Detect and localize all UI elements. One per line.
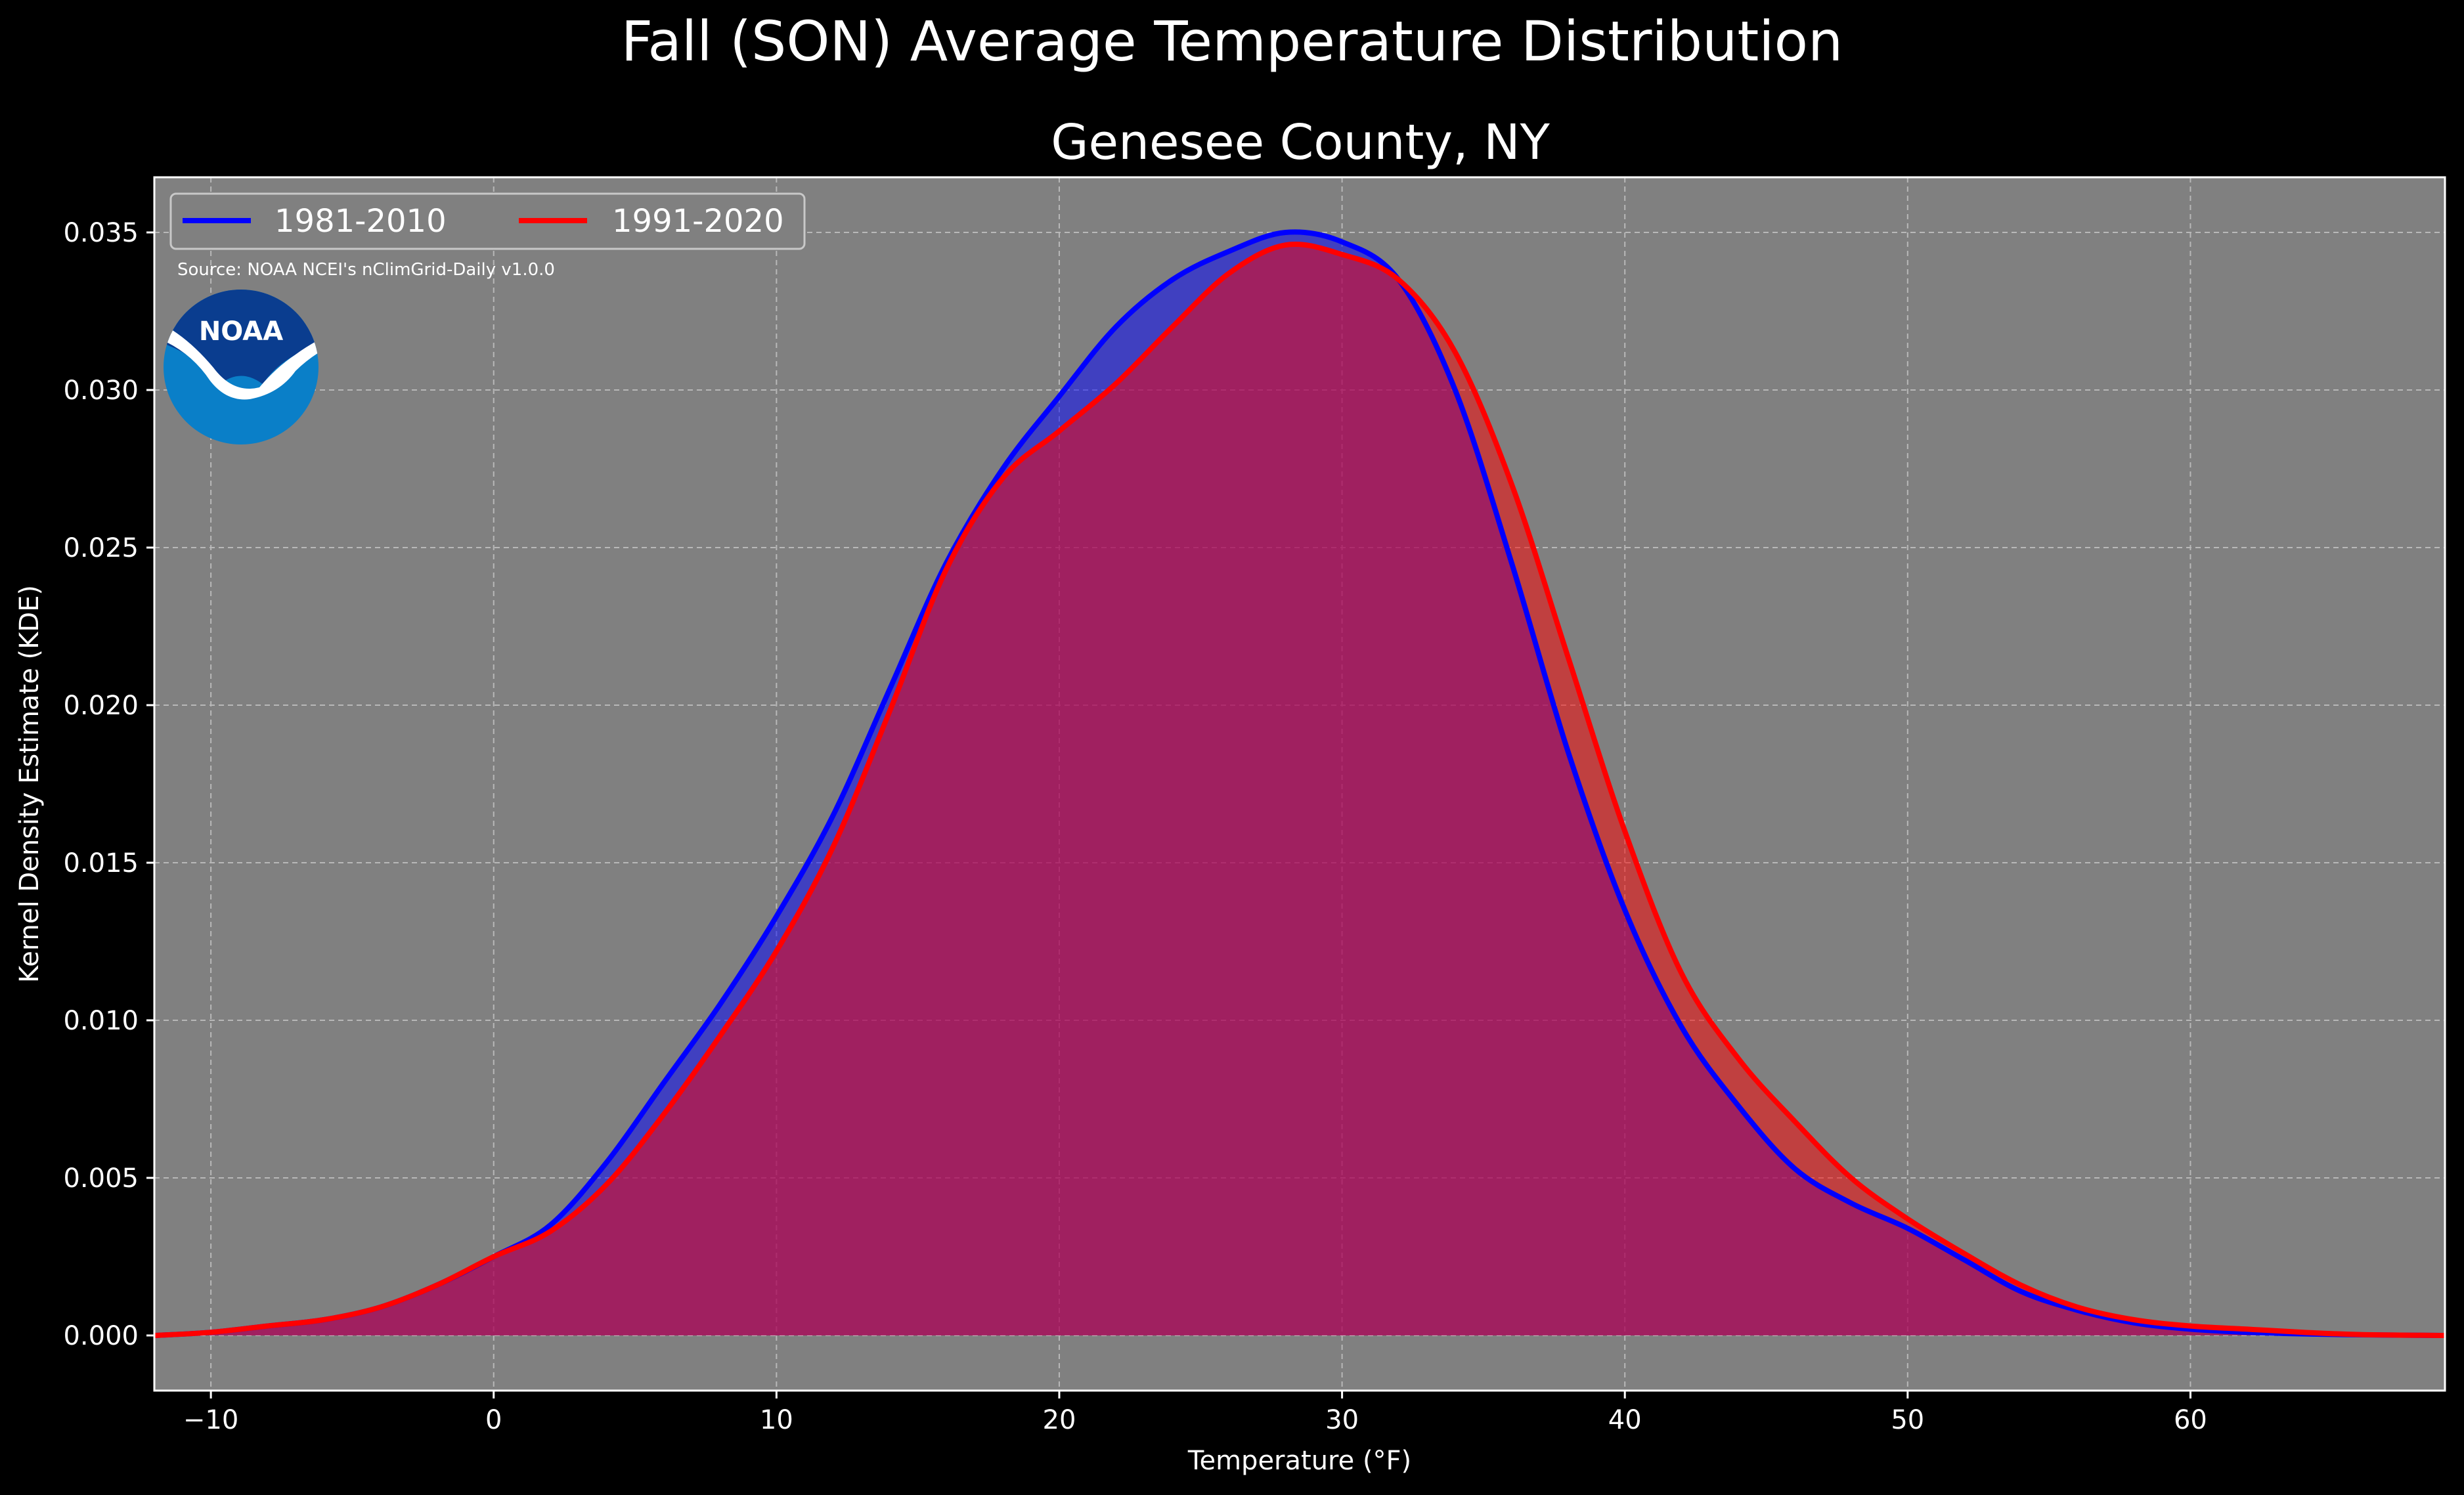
density-area-1991-2020 (154, 244, 2445, 1335)
y-tick-label: 0.035 (63, 218, 139, 248)
y-tick-label: 0.005 (63, 1163, 139, 1194)
noaa-logo-text: NOAA (199, 316, 283, 347)
source-annotation: Source: NOAA NCEI's nClimGrid-Daily v1.0… (177, 260, 555, 280)
y-tick-label: 0.000 (63, 1321, 139, 1351)
y-tick-label: 0.025 (63, 533, 139, 563)
density-line-1991-2020 (154, 242, 2446, 1338)
y-axis-label: Kernel Density Estimate (KDE) (14, 585, 45, 983)
legend: 1981-2010 1991-2020 (169, 192, 806, 250)
noaa-logo: NOAA (164, 290, 319, 444)
density-lines (154, 229, 2446, 1338)
chart-title: Genesee County, NY (1051, 114, 1550, 171)
y-tick-label: 0.015 (63, 848, 139, 878)
legend-box (169, 192, 806, 250)
y-tick-label: 0.020 (63, 691, 139, 721)
x-tick-label: 10 (760, 1405, 793, 1435)
density-areas (154, 232, 2445, 1335)
y-tick-label: 0.030 (63, 376, 139, 406)
density-line-1981-2010 (154, 229, 2446, 1338)
legend-label-1991-2020: 1991-2020 (612, 203, 784, 240)
x-tick-label: 60 (2174, 1405, 2207, 1435)
legend-label-1981-2010: 1981-2010 (275, 203, 447, 240)
x-tick-label: 0 (485, 1405, 502, 1435)
x-tick-label: 30 (1325, 1405, 1359, 1435)
x-tick-label: 40 (1608, 1405, 1642, 1435)
figure-title: Fall (SON) Average Temperature Distribut… (621, 9, 1843, 74)
y-tick-label: 0.010 (63, 1006, 139, 1036)
x-tick-label: −10 (183, 1405, 238, 1435)
x-axis-label: Temperature (°F) (1187, 1446, 1411, 1476)
x-tick-label: 50 (1891, 1405, 1924, 1435)
x-tick-label: 20 (1043, 1405, 1076, 1435)
axis-ticks: −10 0 10 20 30 40 50 60 0.000 0.005 0.010 0.015 0.02… (63, 218, 2207, 1435)
plot-frame (153, 176, 2446, 1392)
